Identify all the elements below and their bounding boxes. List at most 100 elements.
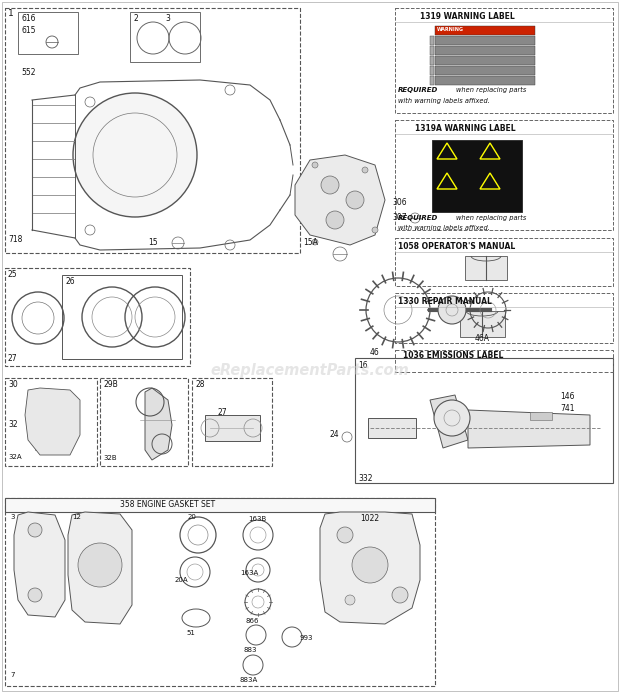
Bar	[435, 56, 535, 65]
Circle shape	[434, 400, 470, 436]
Text: with warning labels affixed.: with warning labels affixed.	[398, 225, 490, 231]
Bar	[18, 12, 78, 54]
Circle shape	[346, 191, 364, 209]
Bar	[465, 256, 507, 280]
Bar	[435, 26, 535, 35]
Polygon shape	[320, 512, 420, 624]
Text: WARNING: WARNING	[437, 27, 464, 32]
Text: REQUIRED: REQUIRED	[398, 87, 438, 93]
Bar	[430, 76, 434, 85]
Text: 12: 12	[72, 514, 81, 520]
Text: 307: 307	[392, 213, 407, 222]
Circle shape	[438, 296, 466, 324]
Bar	[205, 415, 260, 441]
Text: when replacing parts: when replacing parts	[456, 87, 526, 93]
Text: 615: 615	[21, 26, 35, 35]
Text: 883: 883	[244, 647, 257, 653]
Text: 26: 26	[65, 277, 74, 286]
Text: 15: 15	[148, 238, 157, 247]
Text: 46: 46	[370, 348, 379, 357]
Bar	[5, 498, 435, 512]
Bar	[355, 358, 613, 483]
Circle shape	[372, 227, 378, 233]
Circle shape	[352, 547, 388, 583]
Circle shape	[78, 543, 122, 587]
Bar	[35, 440, 53, 450]
Polygon shape	[145, 388, 172, 460]
Circle shape	[73, 93, 197, 217]
Text: 7: 7	[10, 672, 14, 678]
Text: 163A: 163A	[240, 570, 259, 576]
Bar	[395, 238, 613, 286]
Bar	[62, 275, 182, 359]
Text: 332: 332	[358, 474, 373, 483]
Text: 25: 25	[8, 270, 17, 279]
Bar	[5, 498, 435, 686]
Bar	[430, 46, 434, 55]
Bar	[5, 268, 190, 366]
Text: when replacing parts: when replacing parts	[456, 215, 526, 221]
Bar	[35, 410, 53, 420]
Bar	[435, 46, 535, 55]
Text: 30: 30	[8, 380, 18, 389]
Text: 28: 28	[195, 380, 205, 389]
Text: 552: 552	[21, 68, 35, 77]
Polygon shape	[295, 155, 385, 245]
Text: 51: 51	[186, 630, 195, 636]
Text: eReplacementParts.com: eReplacementParts.com	[211, 362, 409, 378]
Bar	[430, 66, 434, 75]
Bar	[5, 378, 97, 466]
Circle shape	[321, 176, 339, 194]
Bar	[430, 56, 434, 65]
Text: 1: 1	[8, 9, 14, 18]
Circle shape	[362, 167, 368, 173]
Text: 306: 306	[392, 198, 407, 207]
Polygon shape	[468, 410, 590, 448]
Text: 1319A WARNING LABEL: 1319A WARNING LABEL	[415, 124, 516, 133]
Circle shape	[392, 587, 408, 603]
Bar	[435, 36, 535, 45]
Text: 1022: 1022	[360, 514, 379, 523]
Text: 20: 20	[188, 514, 197, 520]
Text: 29B: 29B	[103, 380, 118, 389]
Bar	[5, 8, 300, 253]
Text: 32B: 32B	[103, 455, 117, 461]
Text: 718: 718	[8, 235, 22, 244]
Circle shape	[337, 527, 353, 543]
Text: 24: 24	[330, 430, 340, 439]
Text: 1319 WARNING LABEL: 1319 WARNING LABEL	[420, 12, 515, 21]
Bar	[100, 378, 188, 466]
Text: 146: 146	[560, 392, 575, 401]
Bar	[530, 412, 552, 420]
Bar	[430, 36, 434, 45]
Bar	[395, 293, 613, 343]
Text: 993: 993	[300, 635, 314, 641]
Bar	[460, 311, 505, 337]
Bar	[435, 66, 535, 75]
Polygon shape	[14, 512, 65, 617]
Text: 741: 741	[560, 404, 575, 413]
Text: 20A: 20A	[175, 577, 188, 583]
Text: 16: 16	[358, 361, 368, 370]
Bar	[35, 425, 53, 435]
Polygon shape	[25, 388, 80, 455]
Text: REQUIRED: REQUIRED	[398, 215, 438, 221]
Text: 15A: 15A	[303, 238, 318, 247]
Bar	[368, 418, 416, 438]
Text: 46A: 46A	[475, 334, 490, 343]
Text: 27: 27	[8, 354, 17, 363]
Text: 1058 OPERATOR'S MANUAL: 1058 OPERATOR'S MANUAL	[398, 242, 515, 251]
Text: 883A: 883A	[240, 677, 259, 683]
Bar	[130, 12, 200, 62]
Circle shape	[28, 588, 42, 602]
Text: 358 ENGINE GASKET SET: 358 ENGINE GASKET SET	[120, 500, 215, 509]
Text: 2: 2	[133, 14, 138, 23]
Text: 32: 32	[8, 420, 17, 429]
Text: 1036 EMISSIONS LABEL: 1036 EMISSIONS LABEL	[403, 351, 503, 360]
Bar	[395, 8, 613, 113]
Bar	[435, 76, 535, 85]
Circle shape	[312, 162, 318, 168]
Text: 27: 27	[218, 408, 228, 417]
Text: 866: 866	[246, 618, 260, 624]
Circle shape	[312, 239, 318, 245]
